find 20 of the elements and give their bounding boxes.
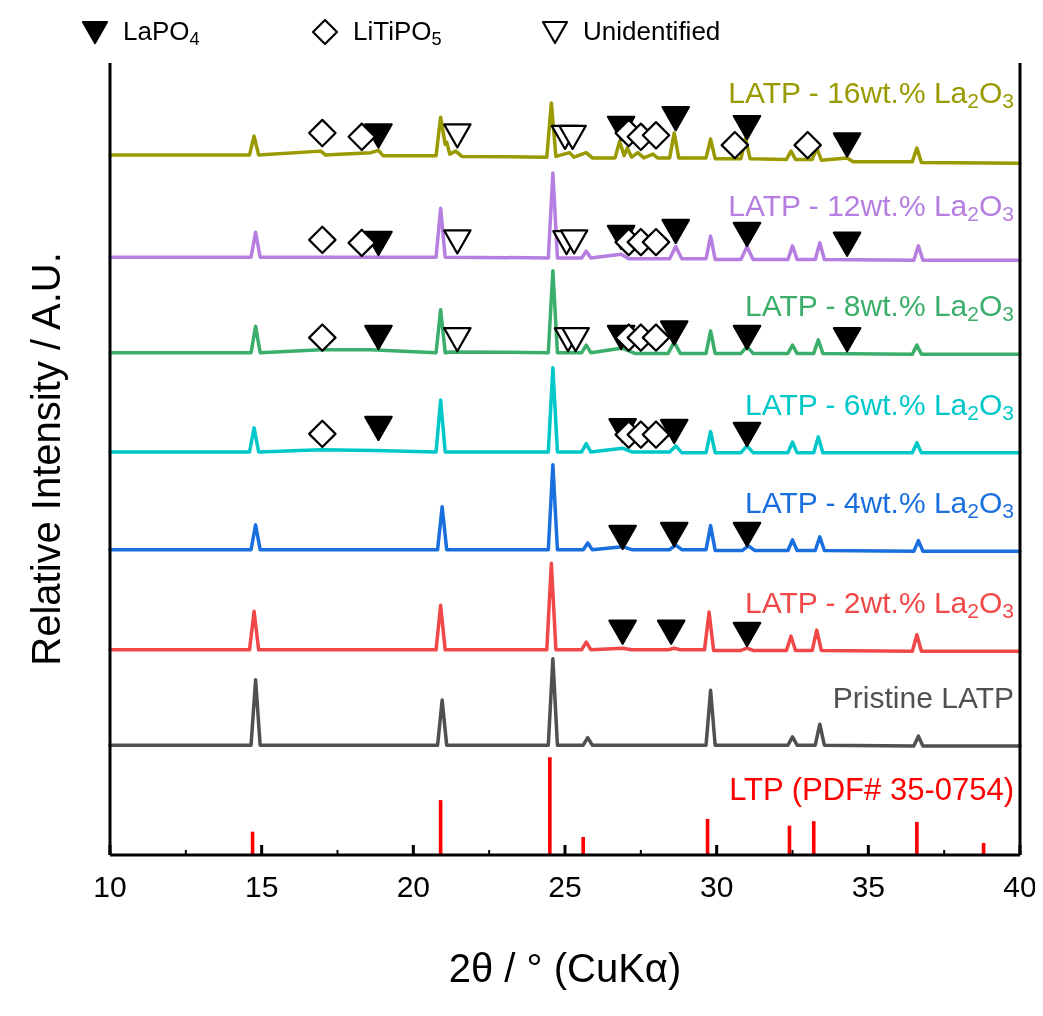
x-axis-title: 2θ / ° (CuKα): [448, 946, 682, 990]
legend-label: Unidentified: [583, 16, 721, 46]
x-tick-label: 25: [548, 870, 582, 903]
series-label: LATP - 8wt.% La$_{2}$O$_{3}$: [744, 289, 1014, 326]
series-label: LATP - 6wt.% La$_{2}$O$_{3}$: [744, 387, 1014, 424]
series-label: LATP - 2wt.% La$_{2}$O$_{3}$: [744, 586, 1014, 623]
y-axis-title: Relative Intensity / A.U.: [24, 252, 68, 666]
x-tick-label: 30: [699, 870, 734, 903]
series-label: LATP - 16wt.% La$_{2}$O$_{3}$: [728, 76, 1014, 113]
series-label: Pristine LATP: [832, 680, 1014, 714]
series-label: LATP - 12wt.% La$_{2}$O$_{3}$: [728, 188, 1014, 226]
legend-label: LiTiPO$_{5}$: [353, 16, 442, 49]
x-tick-label: 10: [93, 870, 127, 903]
series-label: LATP - 4wt.% La$_{2}$O$_{3}$: [744, 486, 1014, 523]
x-tick-label: 20: [396, 870, 431, 903]
x-tick-label: 35: [851, 870, 886, 903]
x-tick-label: 40: [1003, 870, 1037, 903]
series-label: LTP (PDF# 35-0754): [729, 772, 1014, 807]
legend-label: LaPO$_{4}$: [123, 16, 200, 49]
x-tick-label: 15: [244, 870, 279, 903]
